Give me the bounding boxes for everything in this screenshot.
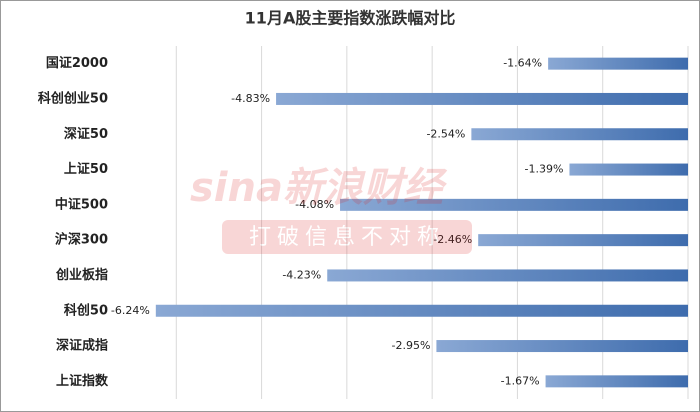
bar [548,57,688,70]
category-label: 深证成指 [56,338,108,354]
value-label: -2.54% [426,127,465,140]
watermark-brand: sina新浪财经 [190,165,448,211]
bar [478,234,688,247]
value-label: -1.64% [503,57,542,70]
bar [436,340,688,353]
value-label: -1.39% [525,163,564,176]
category-label: 科创50 [64,302,108,318]
category-label: 上证50 [64,162,108,177]
value-label: -4.23% [282,268,321,281]
chart-title: 11月A股主要指数涨跌幅对比 [245,9,456,28]
value-label: -4.08% [295,198,334,211]
value-label: -2.95% [391,339,430,352]
bar [155,304,688,317]
value-label: -6.24% [111,304,150,317]
category-label: 沪深300 [55,232,108,248]
category-label: 上证指数 [56,373,109,389]
value-label: -1.67% [501,374,540,387]
watermark-slogan: 打破信息不对称 [249,225,445,250]
category-label: 中证500 [55,196,108,212]
category-label: 科创创业50 [38,90,108,106]
category-label: 创业板指 [55,267,108,283]
bar [327,269,688,282]
bar [569,163,688,176]
category-label: 国证2000 [46,56,108,71]
watermark: sina新浪财经 打破信息不对称 [190,165,472,254]
bar [276,92,688,105]
bar [545,375,688,388]
watermark-band [222,220,472,254]
bar [340,198,688,211]
value-label: -2.46% [433,233,472,246]
category-label: 深证50 [64,126,108,142]
bar [471,128,688,141]
value-label: -4.83% [231,92,270,105]
